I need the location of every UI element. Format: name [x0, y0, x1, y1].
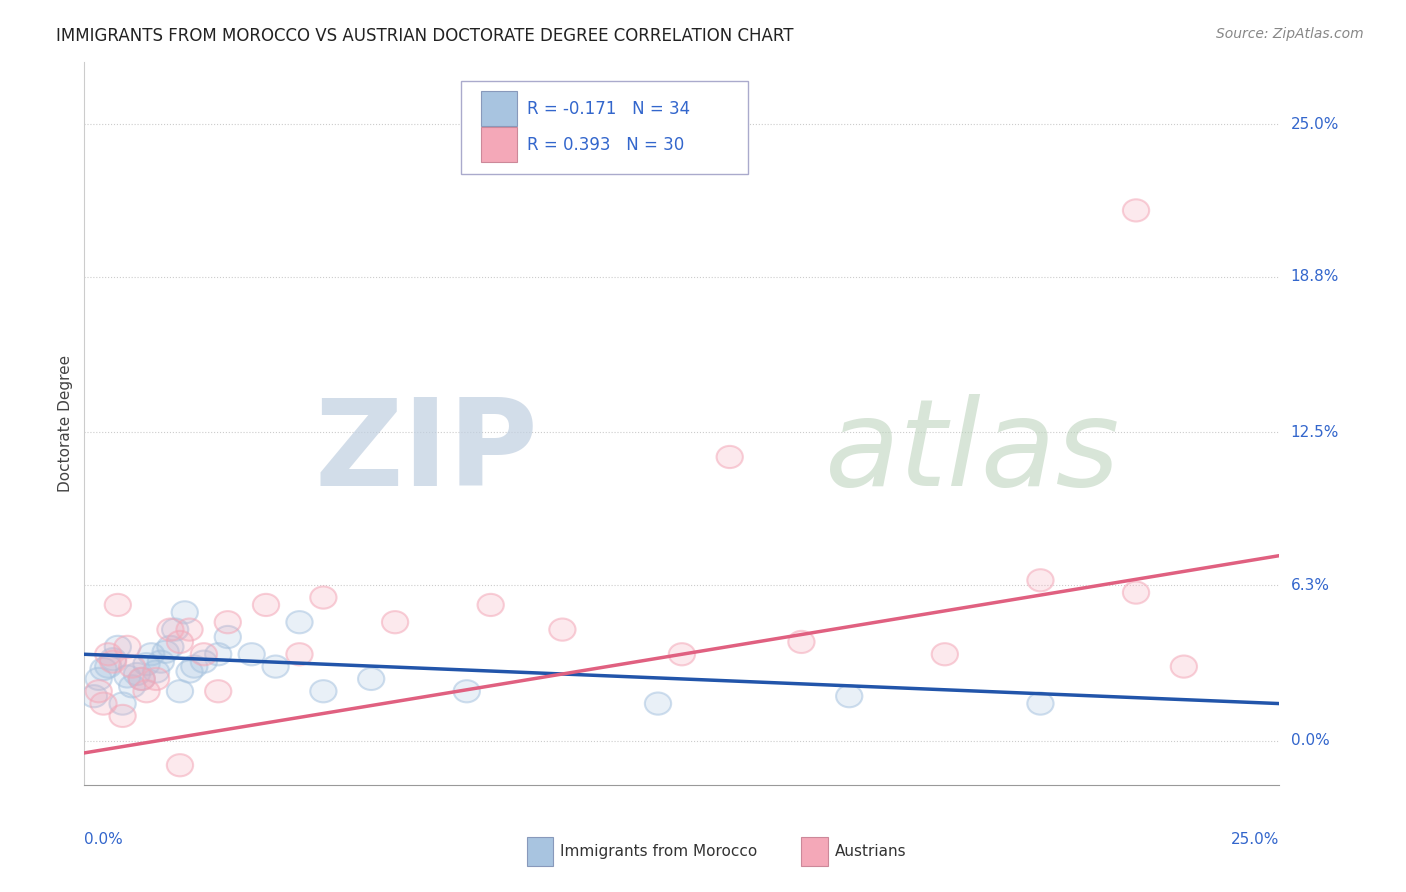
Ellipse shape	[669, 643, 695, 665]
Text: R = -0.171   N = 34: R = -0.171 N = 34	[527, 100, 690, 118]
Ellipse shape	[454, 681, 479, 702]
Ellipse shape	[1028, 692, 1053, 714]
Ellipse shape	[143, 668, 169, 690]
Ellipse shape	[86, 681, 112, 702]
Ellipse shape	[1028, 569, 1053, 591]
Text: 0.0%: 0.0%	[84, 832, 124, 847]
Ellipse shape	[478, 594, 503, 616]
Ellipse shape	[1123, 199, 1149, 221]
Ellipse shape	[90, 658, 117, 681]
Ellipse shape	[645, 692, 671, 714]
Text: IMMIGRANTS FROM MOROCCO VS AUSTRIAN DOCTORATE DEGREE CORRELATION CHART: IMMIGRANTS FROM MOROCCO VS AUSTRIAN DOCT…	[56, 27, 794, 45]
Ellipse shape	[148, 650, 174, 673]
Ellipse shape	[181, 656, 208, 678]
Text: R = 0.393   N = 30: R = 0.393 N = 30	[527, 136, 683, 153]
Ellipse shape	[80, 685, 107, 707]
Bar	[481, 128, 517, 162]
Ellipse shape	[550, 618, 575, 640]
Ellipse shape	[172, 601, 198, 624]
Ellipse shape	[382, 611, 408, 633]
Ellipse shape	[311, 586, 336, 608]
Ellipse shape	[191, 643, 217, 665]
Ellipse shape	[205, 643, 232, 665]
Ellipse shape	[176, 660, 202, 682]
Text: 12.5%: 12.5%	[1291, 425, 1339, 440]
Ellipse shape	[134, 653, 160, 675]
Ellipse shape	[359, 668, 384, 690]
Ellipse shape	[287, 611, 312, 633]
Ellipse shape	[138, 643, 165, 665]
Y-axis label: Doctorate Degree: Doctorate Degree	[58, 355, 73, 492]
Ellipse shape	[287, 643, 312, 665]
Ellipse shape	[205, 681, 232, 702]
Ellipse shape	[100, 648, 127, 670]
Ellipse shape	[134, 681, 160, 702]
Text: Source: ZipAtlas.com: Source: ZipAtlas.com	[1216, 27, 1364, 41]
Text: atlas: atlas	[825, 394, 1121, 511]
Ellipse shape	[124, 663, 150, 685]
Ellipse shape	[167, 754, 193, 776]
Ellipse shape	[253, 594, 280, 616]
Ellipse shape	[789, 631, 814, 653]
Text: 6.3%: 6.3%	[1291, 578, 1330, 592]
Text: Austrians: Austrians	[835, 844, 907, 859]
Ellipse shape	[152, 640, 179, 663]
Ellipse shape	[128, 668, 155, 690]
Ellipse shape	[157, 618, 184, 640]
Ellipse shape	[110, 692, 136, 714]
Ellipse shape	[96, 656, 121, 678]
Text: 25.0%: 25.0%	[1291, 117, 1339, 132]
Ellipse shape	[143, 660, 169, 682]
Ellipse shape	[167, 631, 193, 653]
Ellipse shape	[114, 665, 141, 688]
Ellipse shape	[114, 636, 141, 658]
Ellipse shape	[104, 636, 131, 658]
Text: ZIP: ZIP	[315, 394, 538, 511]
Ellipse shape	[215, 626, 240, 648]
Ellipse shape	[110, 705, 136, 727]
Ellipse shape	[162, 618, 188, 640]
Ellipse shape	[176, 618, 202, 640]
Text: 18.8%: 18.8%	[1291, 269, 1339, 285]
Ellipse shape	[932, 643, 957, 665]
Ellipse shape	[86, 668, 112, 690]
Ellipse shape	[167, 681, 193, 702]
Text: 0.0%: 0.0%	[1291, 733, 1329, 748]
Ellipse shape	[837, 685, 862, 707]
Bar	[801, 837, 828, 866]
Bar	[527, 837, 553, 866]
Bar	[481, 91, 517, 126]
Ellipse shape	[717, 446, 742, 468]
Ellipse shape	[96, 643, 121, 665]
Text: 25.0%: 25.0%	[1232, 832, 1279, 847]
Ellipse shape	[311, 681, 336, 702]
Ellipse shape	[120, 656, 145, 678]
Ellipse shape	[263, 656, 288, 678]
Ellipse shape	[120, 675, 145, 698]
Ellipse shape	[1171, 656, 1197, 678]
Ellipse shape	[90, 692, 117, 714]
Ellipse shape	[128, 668, 155, 690]
Ellipse shape	[215, 611, 240, 633]
FancyBboxPatch shape	[461, 80, 748, 175]
Ellipse shape	[191, 650, 217, 673]
Ellipse shape	[104, 594, 131, 616]
Ellipse shape	[239, 643, 264, 665]
Ellipse shape	[157, 636, 184, 658]
Ellipse shape	[1123, 582, 1149, 604]
Text: Immigrants from Morocco: Immigrants from Morocco	[560, 844, 758, 859]
Ellipse shape	[100, 650, 127, 673]
